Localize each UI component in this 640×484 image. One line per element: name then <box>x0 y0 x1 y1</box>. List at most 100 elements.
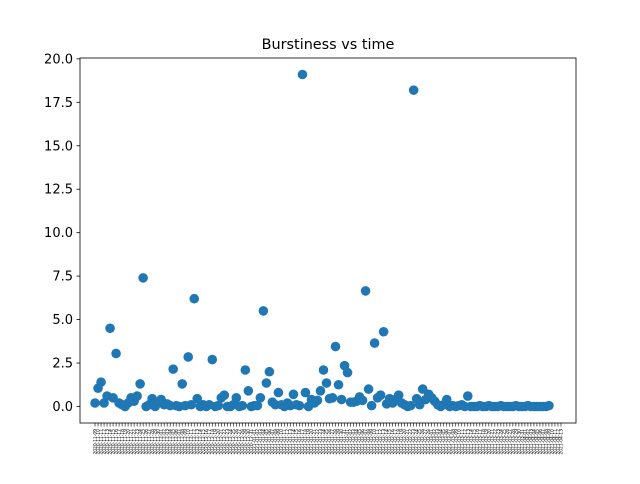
x-tick-label: 2020-11-13 <box>105 429 111 455</box>
x-tick-label: 2021-01-15 <box>294 429 300 455</box>
x-tick-label: 2020-11-24 <box>138 429 144 455</box>
x-tick-label: 2021-03-13 <box>465 429 471 455</box>
data-point <box>111 348 121 359</box>
x-tick-label: 2021-01-29 <box>336 429 342 455</box>
x-tick-label: 2021-01-02 <box>255 429 261 455</box>
x-tick-label: 2020-11-23 <box>135 429 141 455</box>
x-tick-label: 2021-01-06 <box>267 429 273 455</box>
x-tick-label: 2021-01-11 <box>282 429 288 455</box>
data-point <box>261 378 272 388</box>
x-tick-label: 2021-02-27 <box>423 429 429 455</box>
x-tick-label: 2021-03-29 <box>513 429 519 455</box>
data-point <box>321 378 332 388</box>
x-tick-label: 2020-11-15 <box>111 429 117 455</box>
x-tick-label: 2021-03-07 <box>447 429 453 455</box>
x-tick-label: 2021-03-21 <box>489 429 495 455</box>
data-point <box>219 390 230 400</box>
data-point <box>462 391 473 401</box>
x-tick-label: 2021-01-05 <box>264 429 270 455</box>
x-tick-label: 2021-02-05 <box>357 429 363 455</box>
data-point <box>273 387 284 398</box>
x-tick-label: 2021-02-20 <box>402 429 408 455</box>
y-tick-label: 2.5 <box>52 357 73 372</box>
x-tick-label: 2021-01-13 <box>288 429 294 455</box>
y-tick-label: 10.0 <box>44 226 73 241</box>
x-tick-label: 2021-01-07 <box>270 429 276 455</box>
x-tick-label: 2020-11-09 <box>93 429 99 455</box>
x-tick-label: 2021-01-12 <box>285 429 291 455</box>
x-tick-label: 2021-02-16 <box>390 429 396 455</box>
y-tick-label: 12.5 <box>44 183 73 198</box>
x-tick-label: 2021-01-28 <box>333 429 339 455</box>
x-tick-label: 2021-02-23 <box>411 429 417 455</box>
data-point <box>186 399 197 410</box>
x-tick-label: 2021-02-09 <box>369 429 375 455</box>
x-tick-label: 2021-04-10 <box>549 429 555 455</box>
data-point <box>318 365 329 375</box>
x-tick-label: 2021-03-25 <box>501 429 507 455</box>
x-axis: 2020-11-092020-11-102020-11-112020-11-12… <box>93 423 564 455</box>
x-tick-label: 2020-11-17 <box>117 429 123 455</box>
x-tick-label: 2020-11-20 <box>126 429 132 455</box>
x-tick-label: 2020-11-19 <box>123 429 129 455</box>
x-tick-label: 2021-01-25 <box>324 429 330 455</box>
x-tick-label: 2020-12-27 <box>237 429 243 455</box>
x-tick-label: 2021-01-31 <box>342 429 348 455</box>
x-tick-label: 2021-01-24 <box>321 429 327 455</box>
data-point <box>312 395 323 406</box>
x-tick-label: 2020-12-31 <box>249 429 255 455</box>
x-tick-label: 2021-02-07 <box>363 429 369 455</box>
x-tick-label: 2020-12-05 <box>171 429 177 455</box>
x-tick-label: 2021-01-16 <box>297 429 303 455</box>
data-point <box>252 400 263 411</box>
x-tick-label: 2021-01-14 <box>291 429 297 455</box>
x-tick-label: 2021-01-04 <box>261 429 267 455</box>
x-tick-label: 2021-03-27 <box>507 429 513 455</box>
data-point <box>177 379 188 389</box>
data-point <box>243 386 254 396</box>
x-tick-label: 2021-03-28 <box>510 429 516 455</box>
x-tick-label: 2021-02-04 <box>354 429 360 455</box>
data-point <box>90 398 100 408</box>
x-tick-label: 2021-03-18 <box>480 429 486 455</box>
x-tick-label: 2021-04-08 <box>543 429 549 455</box>
x-tick-label: 2020-11-28 <box>150 429 156 455</box>
x-tick-label: 2020-12-16 <box>204 429 210 455</box>
x-tick-label: 2021-02-28 <box>426 429 432 455</box>
data-point <box>240 365 251 375</box>
x-tick-label: 2020-11-30 <box>156 429 162 455</box>
x-tick-label: 2021-03-01 <box>429 429 435 455</box>
x-tick-label: 2021-04-04 <box>531 429 537 455</box>
x-tick-label: 2021-03-03 <box>435 429 441 455</box>
data-point <box>405 400 416 411</box>
x-tick-label: 2021-03-26 <box>504 429 510 455</box>
x-tick-label: 2021-03-20 <box>486 429 492 455</box>
x-tick-label: 2021-02-26 <box>420 429 426 455</box>
x-tick-label: 2020-12-23 <box>225 429 231 455</box>
x-tick-label: 2021-04-06 <box>537 429 543 455</box>
x-tick-label: 2021-03-30 <box>516 429 522 455</box>
data-point <box>213 400 224 411</box>
data-point <box>336 394 347 405</box>
data-point <box>264 366 275 377</box>
data-point <box>168 364 178 374</box>
data-point <box>207 354 218 365</box>
x-tick-label: 2020-12-24 <box>228 429 234 455</box>
data-point <box>258 306 269 316</box>
x-tick-label: 2021-02-14 <box>384 429 390 455</box>
x-tick-label: 2020-12-29 <box>243 429 249 455</box>
x-tick-label: 2020-11-10 <box>96 429 102 455</box>
x-tick-label: 2021-01-26 <box>327 429 333 455</box>
x-tick-label: 2021-02-25 <box>417 429 423 455</box>
plot-frame <box>79 57 577 424</box>
x-tick-label: 2020-11-22 <box>132 429 138 455</box>
x-tick-label: 2021-04-09 <box>546 429 552 455</box>
x-tick-label: 2021-01-23 <box>318 429 324 455</box>
data-point <box>300 387 311 398</box>
x-tick-label: 2021-02-02 <box>348 429 354 455</box>
x-tick-label: 2021-01-20 <box>309 429 315 455</box>
x-tick-label: 2021-04-07 <box>540 429 546 455</box>
data-point <box>357 395 368 406</box>
x-tick-label: 2021-01-30 <box>339 429 345 455</box>
